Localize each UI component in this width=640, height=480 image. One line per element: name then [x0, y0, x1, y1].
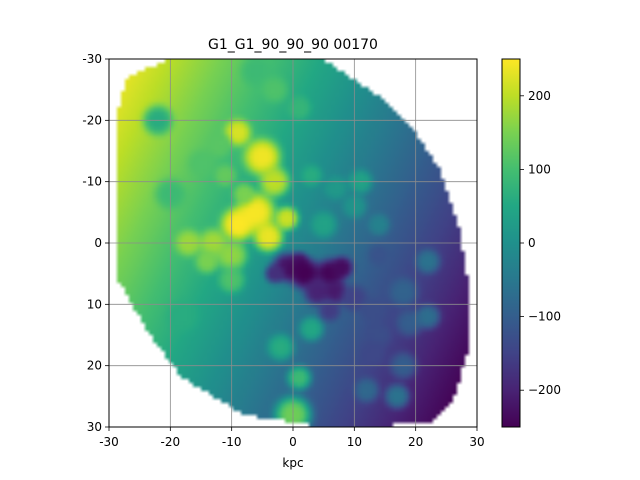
grid-lines — [109, 59, 477, 427]
y-tick-label: 20 — [87, 359, 102, 373]
y-tick-label: -30 — [82, 52, 102, 66]
x-axis-label: kpc — [282, 456, 303, 470]
y-tick-label: 10 — [87, 297, 102, 311]
x-tick-label: 0 — [289, 435, 297, 449]
x-tick-label: 10 — [347, 435, 362, 449]
plot-area — [109, 59, 477, 427]
x-tick-label: -20 — [161, 435, 181, 449]
colorbar-tick-label: −100 — [528, 310, 561, 324]
x-tick-label: -30 — [99, 435, 119, 449]
x-tick-label: 30 — [469, 435, 484, 449]
colorbar-tick-label: 200 — [528, 89, 551, 103]
colorbar-tick-label: −200 — [528, 383, 561, 397]
colorbar-ticks: 200 100 0 −100 −200 — [520, 89, 561, 397]
x-tick-label: -10 — [222, 435, 242, 449]
y-axis: -30 -20 -10 0 10 20 30 — [82, 52, 109, 434]
colorbar-tick-label: 100 — [528, 162, 551, 176]
y-tick-label: -20 — [82, 113, 102, 127]
colorbar-tick-label: 0 — [528, 236, 536, 250]
y-tick-label: -10 — [82, 175, 102, 189]
colorbar: 200 100 0 −100 −200 — [501, 58, 561, 428]
y-tick-label: 0 — [94, 236, 102, 250]
y-tick-label: 30 — [87, 420, 102, 434]
x-axis: -30 -20 -10 0 10 20 30 — [99, 427, 485, 449]
colorbar-fill — [502, 59, 520, 427]
x-tick-label: 20 — [408, 435, 423, 449]
chart-title: G1_G1_90_90_90 00170 — [208, 37, 378, 53]
